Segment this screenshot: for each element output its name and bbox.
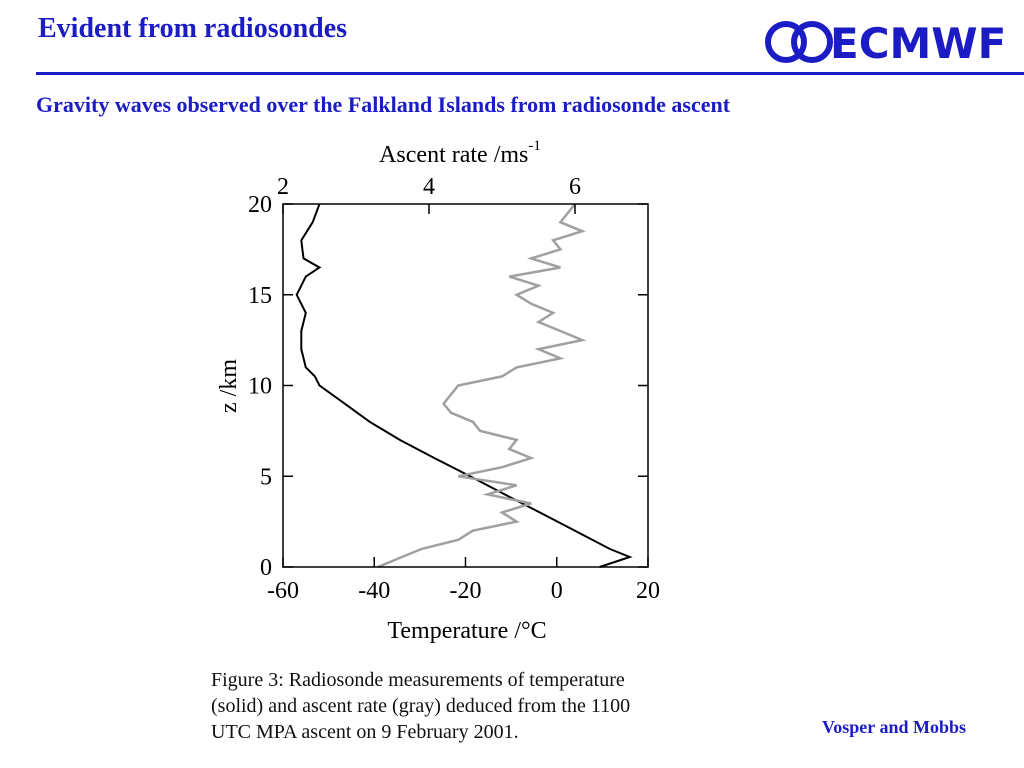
profile-line [295, 203, 633, 568]
x2-axis-label-sup: -1 [528, 138, 541, 154]
profile-line [377, 203, 587, 569]
y-tick-label: 10 [248, 374, 272, 400]
y-tick-label: 5 [260, 464, 272, 490]
caption-line: Figure 3: Radiosonde measurements of tem… [211, 669, 625, 691]
x-axis-label: Temperature /°C [387, 618, 546, 644]
logo-ring [791, 21, 833, 63]
credit: Vosper and Mobbs [822, 717, 966, 737]
x2-tick-label: 2 [277, 174, 289, 200]
x2-axis-label-text: Ascent rate /ms [379, 142, 528, 168]
x-tick-label: 0 [551, 578, 563, 604]
caption-line: UTC MPA ascent on 9 February 2001. [211, 721, 519, 743]
x2-tick-label: 6 [569, 174, 581, 200]
y-tick-label: 15 [248, 283, 272, 309]
slide-title: Evident from radiosondes [38, 13, 347, 44]
x-tick-label: 20 [636, 578, 660, 604]
logo: ECMWF [765, 19, 1006, 68]
x2-tick-label: 4 [423, 174, 435, 200]
logo-ring [765, 21, 807, 63]
caption-line: (solid) and ascent rate (gray) deduced f… [211, 695, 630, 717]
x-tick-label: -60 [267, 578, 299, 604]
header-rule [36, 72, 1024, 75]
x2-axis-label: Ascent rate /ms-1 [379, 138, 541, 168]
y-axis-label: z /km [216, 359, 242, 413]
plot-frame [282, 203, 649, 568]
y-tick-label: 20 [248, 192, 272, 218]
x-tick-label: -20 [450, 578, 482, 604]
caption: Figure 3: Radiosonde measurements of tem… [211, 669, 630, 743]
y-tick-label: 0 [260, 555, 272, 581]
logo-text: ECMWF [830, 19, 1006, 68]
subtitle: Gravity waves observed over the Falkland… [36, 92, 731, 117]
x-tick-label: -40 [358, 578, 390, 604]
